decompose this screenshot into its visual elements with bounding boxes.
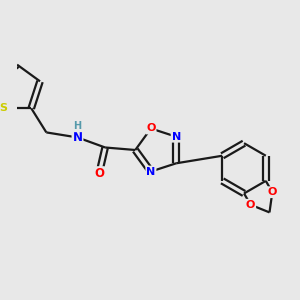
Text: N: N bbox=[172, 132, 181, 142]
Text: H: H bbox=[74, 122, 82, 131]
Text: N: N bbox=[146, 167, 155, 176]
Text: O: O bbox=[246, 200, 255, 210]
Text: S: S bbox=[0, 103, 7, 113]
Text: N: N bbox=[73, 131, 82, 144]
Text: O: O bbox=[94, 167, 104, 180]
Text: O: O bbox=[268, 187, 277, 197]
Text: O: O bbox=[146, 124, 156, 134]
